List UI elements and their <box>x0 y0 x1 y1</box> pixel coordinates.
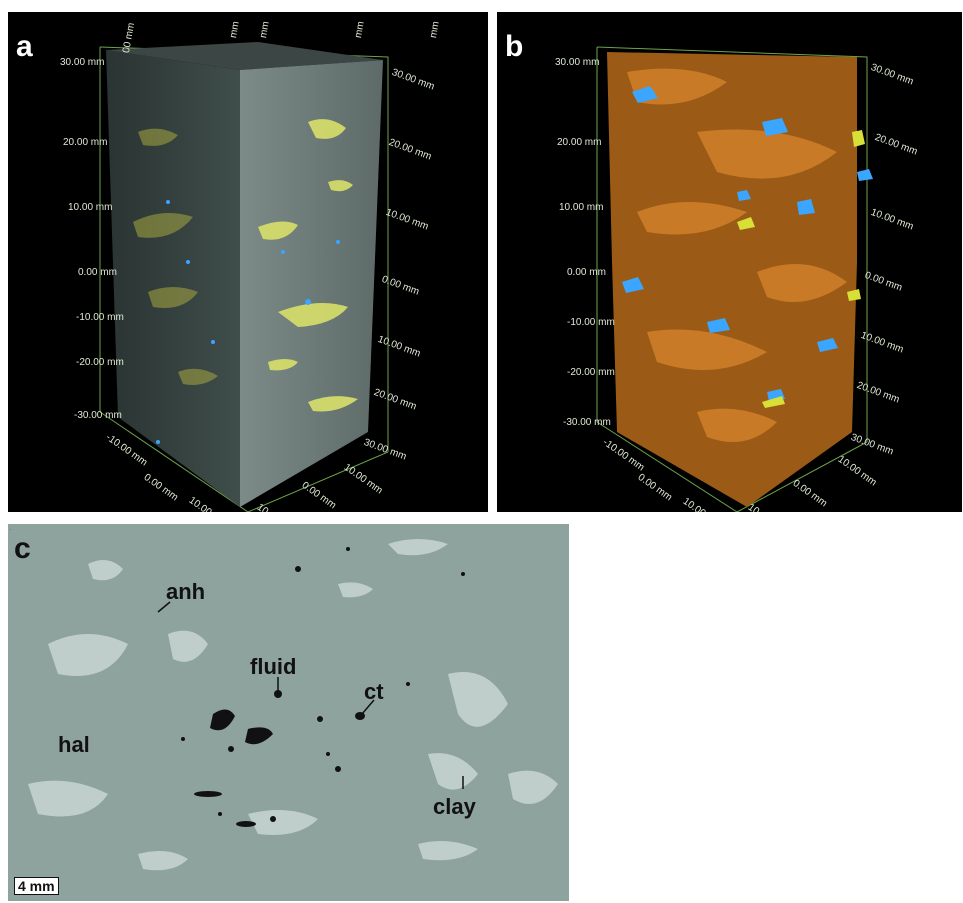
tick-left-3: 0.00 mm <box>78 267 117 278</box>
tick-left-2: 10.00 mm <box>68 202 113 213</box>
core-volume-render-a <box>99 42 389 512</box>
tick-b-left-5: -20.00 mm <box>567 367 615 378</box>
tick-left-6: -30.00 mm <box>74 410 122 421</box>
header-microtext: . <box>10 526 12 532</box>
panel-b-3d-segmentation: b 30.00 mm 20.00 mm 10.00 mm 0.00 mm -10… <box>497 12 962 512</box>
segmentation-render-b <box>596 46 873 512</box>
tick-left-5: -20.00 mm <box>76 357 124 368</box>
label-hal: hal <box>58 732 90 757</box>
tick-b-left-1: 20.00 mm <box>557 137 602 148</box>
tick-b-left-0: 30.00 mm <box>555 57 600 68</box>
panel-label-b: b <box>505 30 524 63</box>
tick-b-left-3: 0.00 mm <box>567 267 606 278</box>
scale-bar: 4 mm <box>14 877 59 895</box>
ct-slice-image <box>8 524 569 901</box>
label-anh: anh <box>166 579 206 604</box>
panel-label-c: c <box>14 532 31 565</box>
label-clay: clay <box>433 794 476 819</box>
tick-left-0: 30.00 mm <box>60 57 105 68</box>
panel-a-3d-volume: a 30.00 mm 20.00 mm 10.00 mm 0.00 mm -10… <box>8 12 488 512</box>
panel-label-a: a <box>16 30 33 63</box>
tick-b-left-6: -30.00 mm <box>563 417 611 428</box>
tick-b-left-4: -10.00 mm <box>567 317 615 328</box>
label-ct: ct <box>364 679 384 704</box>
tick-b-left-2: 10.00 mm <box>559 202 604 213</box>
label-fluid: fluid <box>250 654 297 679</box>
panel-c-ct-slice: . c anh fluid ct hal clay 4 mm <box>8 524 569 901</box>
tick-left-1: 20.00 mm <box>63 137 108 148</box>
tick-left-4: -10.00 mm <box>76 312 124 323</box>
